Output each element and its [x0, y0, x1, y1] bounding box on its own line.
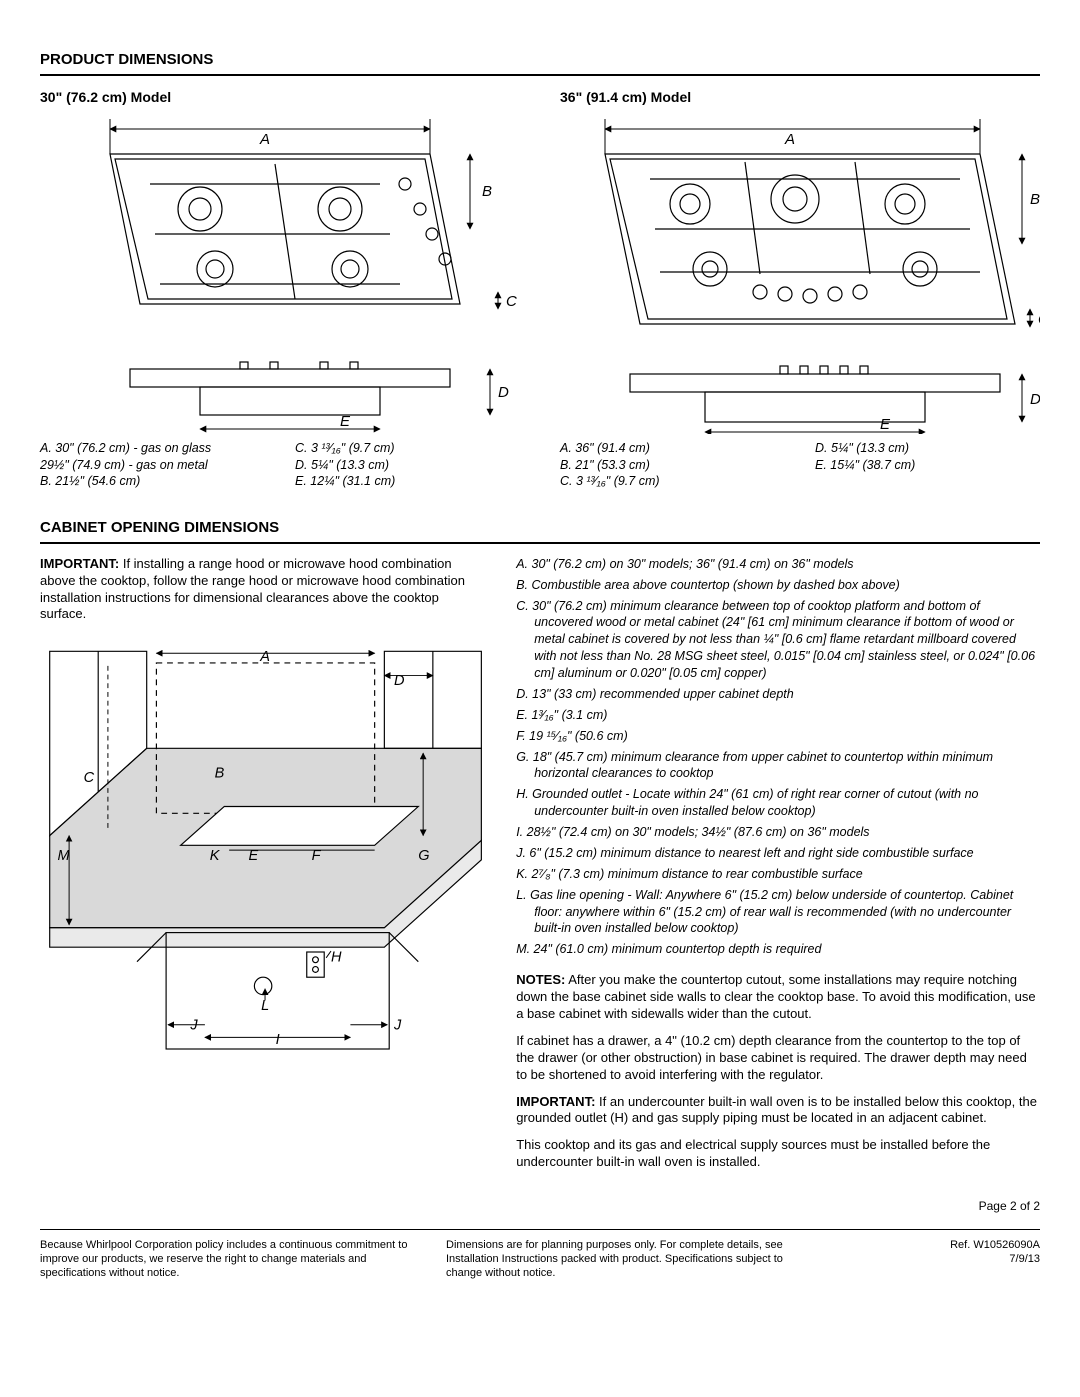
model30-legend: A. 30" (76.2 cm) - gas on glass 29½" (74… — [40, 440, 520, 491]
legend-line: E. 15¼" (38.7 cm) — [815, 457, 1040, 474]
svg-text:H: H — [331, 950, 342, 966]
legend-item: I. 28½" (72.4 cm) on 30" models; 34½" (8… — [516, 824, 1040, 841]
footer-right: Ref. W10526090A 7/9/13 — [852, 1238, 1040, 1267]
legend-item: J. 6" (15.2 cm) minimum distance to near… — [516, 845, 1040, 862]
cabinet-diagram: A D B C M K E F G H L J — [40, 635, 486, 1075]
page-number: Page 2 of 2 — [40, 1199, 1040, 1215]
legend-item: H. Grounded outlet - Locate within 24" (… — [516, 786, 1040, 820]
legend-line: A. 36" (91.4 cm) — [560, 440, 785, 457]
svg-text:J: J — [189, 1018, 198, 1034]
notes-block: NOTES: After you make the countertop cut… — [516, 972, 1040, 1171]
svg-text:B: B — [482, 183, 492, 200]
cabinet-right: A. 30" (76.2 cm) on 30" models; 36" (91.… — [516, 556, 1040, 1181]
legend-item: E. 1³⁄₁₆" (3.1 cm) — [516, 707, 1040, 724]
svg-text:L: L — [261, 999, 269, 1015]
model36-diagram: A B C D E — [560, 114, 1040, 434]
legend-line: B. 21" (53.3 cm) — [560, 457, 785, 474]
legend-line: B. 21½" (54.6 cm) — [40, 473, 265, 490]
notes-paragraph: This cooktop and its gas and electrical … — [516, 1137, 1040, 1171]
section-divider — [40, 74, 1040, 76]
footer-date: 7/9/13 — [852, 1252, 1040, 1266]
model30-col: 30" (76.2 cm) Model — [40, 88, 520, 491]
cabinet-title: CABINET OPENING DIMENSIONS — [40, 518, 1040, 538]
section-divider — [40, 542, 1040, 544]
notes-paragraph: NOTES: After you make the countertop cut… — [516, 972, 1040, 1023]
model36-header: 36" (91.4 cm) Model — [560, 88, 1040, 106]
footer-divider — [40, 1229, 1040, 1230]
legend-line: D. 5¼" (13.3 cm) — [815, 440, 1040, 457]
svg-text:M: M — [57, 848, 70, 864]
notes-text: After you make the countertop cutout, so… — [516, 972, 1035, 1021]
footer: Because Whirlpool Corporation policy inc… — [40, 1238, 1040, 1281]
footer-left: Because Whirlpool Corporation policy inc… — [40, 1238, 416, 1281]
svg-text:D: D — [1030, 391, 1040, 408]
model30-header: 30" (76.2 cm) Model — [40, 88, 520, 106]
svg-text:C: C — [84, 771, 95, 787]
important-label: IMPORTANT: — [40, 556, 119, 571]
legend-item: G. 18" (45.7 cm) minimum clearance from … — [516, 749, 1040, 783]
legend-item: K. 2⁷⁄₈" (7.3 cm) minimum distance to re… — [516, 866, 1040, 883]
svg-text:D: D — [498, 384, 509, 401]
svg-text:A: A — [259, 649, 270, 665]
legend-line: A. 30" (76.2 cm) - gas on glass — [40, 440, 265, 457]
svg-text:A: A — [259, 131, 270, 148]
model36-col: 36" (91.4 cm) Model — [560, 88, 1040, 491]
product-dimensions-row: 30" (76.2 cm) Model — [40, 88, 1040, 491]
svg-text:C: C — [506, 293, 517, 310]
svg-text:E: E — [340, 413, 351, 430]
svg-text:G: G — [418, 848, 429, 864]
notes-label: NOTES: — [516, 972, 565, 987]
svg-text:E: E — [880, 416, 891, 433]
svg-text:A: A — [784, 131, 795, 148]
svg-text:J: J — [393, 1018, 402, 1034]
legend-line: C. 3 ¹³⁄₁₆" (9.7 cm) — [295, 440, 520, 457]
legend-item: M. 24" (61.0 cm) minimum countertop dept… — [516, 941, 1040, 958]
svg-text:B: B — [1030, 191, 1040, 208]
legend-line: C. 3 ¹³⁄₁₆" (9.7 cm) — [560, 473, 785, 490]
legend-item: B. Combustible area above countertop (sh… — [516, 577, 1040, 594]
cabinet-left: IMPORTANT: If installing a range hood or… — [40, 556, 486, 1181]
model30-diagram: A B C D E — [40, 114, 520, 434]
svg-text:K: K — [210, 848, 221, 864]
notes-paragraph: If cabinet has a drawer, a 4" (10.2 cm) … — [516, 1033, 1040, 1084]
footer-ref: Ref. W10526090A — [852, 1238, 1040, 1252]
svg-text:I: I — [276, 1033, 280, 1049]
legend-line: D. 5¼" (13.3 cm) — [295, 457, 520, 474]
cabinet-legend-list: A. 30" (76.2 cm) on 30" models; 36" (91.… — [516, 556, 1040, 958]
product-dimensions-title: PRODUCT DIMENSIONS — [40, 50, 1040, 70]
svg-text:B: B — [215, 766, 225, 782]
cabinet-row: IMPORTANT: If installing a range hood or… — [40, 556, 1040, 1181]
legend-item: A. 30" (76.2 cm) on 30" models; 36" (91.… — [516, 556, 1040, 573]
footer-mid: Dimensions are for planning purposes onl… — [446, 1238, 822, 1281]
model36-legend: A. 36" (91.4 cm) B. 21" (53.3 cm) C. 3 ¹… — [560, 440, 1040, 491]
important-label: IMPORTANT: — [516, 1094, 595, 1109]
legend-item: D. 13" (33 cm) recommended upper cabinet… — [516, 686, 1040, 703]
legend-item: F. 19 ¹⁵⁄₁₆" (50.6 cm) — [516, 728, 1040, 745]
legend-line: 29½" (74.9 cm) - gas on metal — [40, 457, 265, 474]
important-paragraph: IMPORTANT: If installing a range hood or… — [40, 556, 486, 624]
legend-item: L. Gas line opening - Wall: Anywhere 6" … — [516, 887, 1040, 938]
important-paragraph: IMPORTANT: If an undercounter built-in w… — [516, 1094, 1040, 1128]
legend-item: C. 30" (76.2 cm) minimum clearance betwe… — [516, 598, 1040, 682]
svg-text:C: C — [1038, 311, 1040, 328]
important-text: If an undercounter built-in wall oven is… — [516, 1094, 1037, 1126]
legend-line: E. 12¼" (31.1 cm) — [295, 473, 520, 490]
